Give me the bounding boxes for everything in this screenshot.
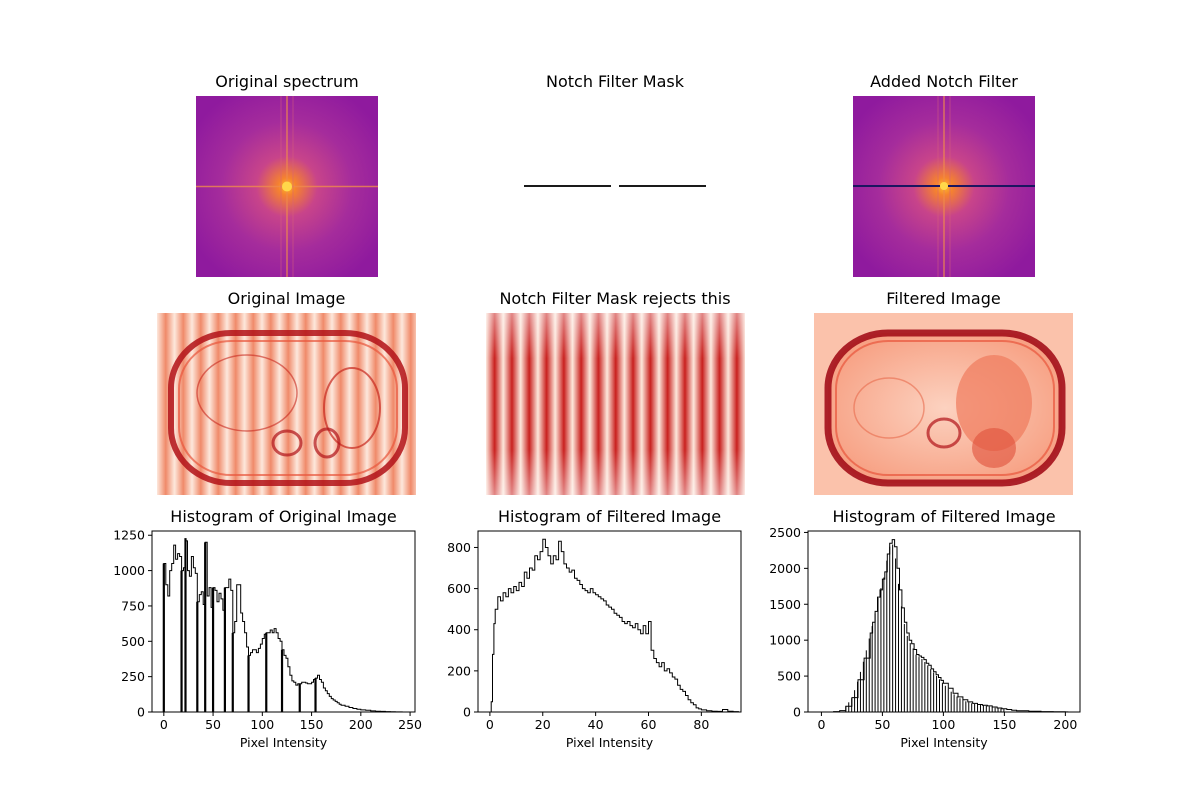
x-tick-label: 0 [160,717,168,732]
y-tick-label: 400 [447,622,471,637]
x-tick-label: 150 [300,717,324,732]
y-tick-label: 500 [121,634,145,649]
y-tick-label: 0 [793,705,801,720]
histogram-title: Histogram of Original Image [170,507,396,526]
x-tick-label: 50 [205,717,221,732]
axes-frame [807,530,1081,713]
x-tick-label: 60 [641,717,657,732]
axes-frame [477,530,742,713]
y-tick-label: 800 [447,540,471,555]
histogram-envelope [821,539,1069,713]
added-title: Added Notch Filter [870,72,1018,91]
y-tick-label: 1250 [113,528,145,543]
x-axis-label: Pixel Intensity [240,735,328,750]
y-tick-label: 2000 [770,561,801,576]
x-tick-label: 0 [817,717,825,732]
y-tick-label: 750 [121,598,145,613]
filtered-image [814,313,1073,495]
original-image [157,313,416,495]
y-tick-label: 0 [463,705,471,720]
x-axis-label: Pixel Intensity [900,735,988,750]
histogram-title: Histogram of Filtered Image [832,507,1055,526]
x-tick-label: 40 [588,717,604,732]
rejected-pattern-image [486,313,745,495]
x-tick-label: 80 [693,717,709,732]
x-tick-label: 20 [535,717,551,732]
y-tick-label: 1500 [770,597,801,612]
x-tick-label: 150 [992,717,1016,732]
x-tick-label: 50 [874,717,890,732]
y-tick-label: 1000 [770,633,801,648]
rejects-title: Notch Filter Mask rejects this [499,289,731,308]
y-tick-label: 500 [777,669,801,684]
y-tick-label: 250 [121,669,145,684]
axes-frame [151,530,416,713]
y-tick-label: 600 [447,581,471,596]
x-tick-label: 0 [486,717,494,732]
x-tick-label: 250 [398,717,422,732]
x-tick-label: 200 [349,717,373,732]
y-tick-label: 200 [447,663,471,678]
y-tick-label: 1000 [113,563,145,578]
x-tick-label: 100 [250,717,274,732]
histogram-original: Histogram of Original Image 0 50 100 150 200 2… [113,507,422,750]
x-axis-label: Pixel Intensity [566,735,654,750]
filtered-image-title: Filtered Image [886,289,1001,308]
y-tick-label: 2500 [770,525,801,540]
histogram-envelope [489,538,739,713]
spectrum-title: Original spectrum [215,72,359,91]
mask-title: Notch Filter Mask [546,72,684,91]
notch-mask-image [524,96,706,277]
histogram-title: Histogram of Filtered Image [498,507,721,526]
added-notch-image [853,96,1035,277]
orig-image-title: Original Image [227,289,346,308]
spectrum-image [196,96,378,277]
x-tick-label: 100 [931,717,955,732]
y-tick-label: 0 [137,705,145,720]
x-tick-label: 200 [1053,717,1077,732]
